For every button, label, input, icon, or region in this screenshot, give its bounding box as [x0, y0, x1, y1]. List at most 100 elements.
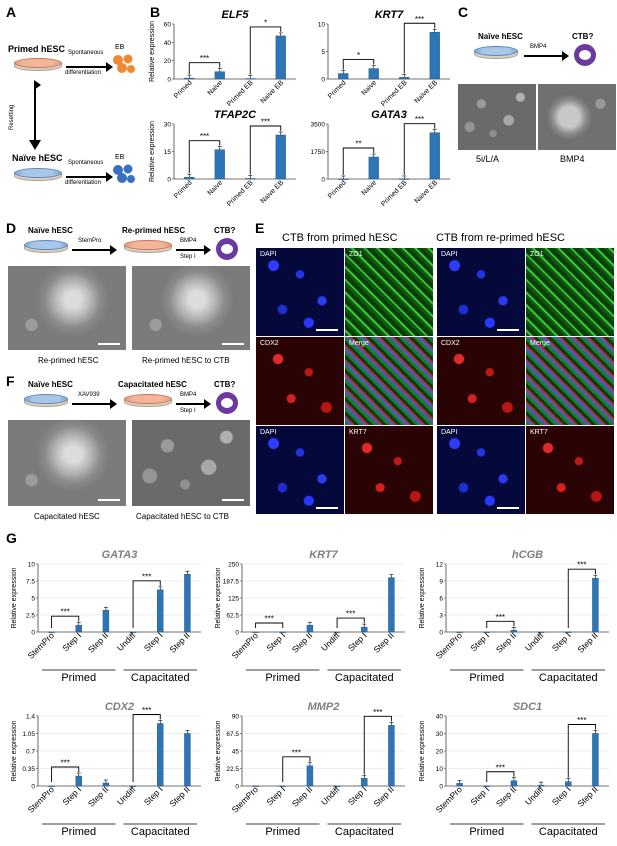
- y-tick-label: 10: [318, 22, 326, 29]
- ctb-cell-icon: [574, 44, 596, 66]
- bar: [483, 631, 490, 633]
- right-title: CTB from re-primed hESC: [436, 232, 565, 244]
- bar: [102, 610, 110, 633]
- significance-label: ***: [496, 763, 505, 772]
- y-tick-label: 0.35: [22, 766, 35, 773]
- bar: [275, 35, 286, 80]
- y-tick-label: 62.5: [226, 613, 239, 620]
- x-tick-label: Naive: [207, 79, 225, 97]
- significance-label: **: [355, 140, 361, 149]
- merge-image: Merge: [526, 337, 614, 425]
- y-axis-label: Relative expression: [215, 567, 222, 628]
- x-tick-label: Step II: [167, 784, 191, 808]
- significance-bracket: [363, 715, 392, 775]
- caption-5ila: 5i/L/A: [476, 154, 500, 164]
- y-tick-label: 2.5: [26, 613, 35, 620]
- x-tick-label: StemPro: [434, 630, 465, 661]
- bar: [399, 178, 410, 180]
- chart-b-tfap2c: TFAP2C Relative expression 0 15 30 Primed Naiv…: [149, 109, 296, 208]
- zo1-image: ZO1: [345, 248, 433, 336]
- y-tick-label: 60: [164, 22, 172, 29]
- significance-bracket: [132, 714, 161, 782]
- y-tick-label: 3: [439, 613, 443, 620]
- x-tick-label: Step I: [60, 784, 83, 807]
- chart-title: hCGB: [512, 549, 543, 561]
- significance-label: ***: [346, 610, 355, 619]
- chart-b-elf5: ELF5 Relative expression 0 20 40 60 Primed Naiv…: [149, 9, 296, 108]
- significance-label: *: [357, 51, 360, 60]
- x-tick-label: Step II: [575, 784, 599, 808]
- arrow-icon: [66, 172, 113, 182]
- bar: [129, 785, 137, 787]
- bar: [483, 785, 490, 787]
- bar: [252, 631, 259, 633]
- x-tick-label: Naive: [361, 79, 379, 97]
- y-tick-label: 20: [164, 58, 172, 65]
- x-tick-label: Step I: [142, 784, 165, 807]
- chart-title: ELF5: [222, 9, 250, 21]
- bar: [537, 631, 545, 633]
- bar: [333, 785, 341, 787]
- significance-label: ***: [496, 613, 505, 622]
- significance-label: ***: [142, 706, 151, 715]
- group-label: Primed: [265, 672, 300, 684]
- chart-title: TFAP2C: [214, 109, 257, 121]
- differentiation-label: differentiation: [65, 70, 101, 76]
- group-label: Capacitated: [335, 672, 394, 684]
- y-tick-label: 5: [321, 49, 325, 56]
- y-tick-label: 0: [235, 784, 239, 791]
- chart-title: MMP2: [308, 701, 340, 713]
- y-tick-label: 22.5: [226, 766, 239, 773]
- y-tick-label: 5: [31, 596, 35, 603]
- significance-bracket: [336, 617, 365, 628]
- bar: [429, 132, 440, 180]
- group-label: Primed: [61, 826, 96, 838]
- x-tick-label: Primed: [173, 179, 194, 200]
- significance-bracket: [486, 620, 515, 628]
- bar: [429, 32, 440, 80]
- x-tick-label: Step I: [468, 784, 491, 807]
- bar: [129, 631, 137, 633]
- group-label: Primed: [61, 672, 96, 684]
- micrograph-reprimed-ctb: [132, 266, 250, 350]
- y-tick-label: 0: [167, 177, 171, 184]
- panel-label-a: A: [6, 4, 17, 20]
- bar: [306, 765, 314, 787]
- y-tick-label: 40: [436, 714, 444, 721]
- bar: [245, 78, 256, 80]
- x-tick-label: Undiff: [115, 784, 138, 807]
- panel-label-e: E: [255, 220, 265, 236]
- x-tick-label: Naive EB: [260, 179, 286, 205]
- x-tick-label: Primed: [327, 79, 348, 100]
- bar: [306, 624, 314, 633]
- spontaneous-label: Spontaneous: [68, 50, 104, 56]
- y-axis-label: Relative expression: [215, 720, 222, 781]
- x-tick-label: Undiff: [523, 630, 546, 653]
- significance-label: ***: [415, 15, 424, 24]
- significance-bracket: [342, 59, 375, 70]
- significance-bracket: [132, 580, 161, 628]
- group-label: Primed: [469, 826, 504, 838]
- micrograph-5ila: [458, 84, 536, 150]
- x-tick-label: Step II: [86, 630, 110, 654]
- spontaneous-label: Spontaneous: [68, 160, 104, 166]
- panel-label-f: F: [6, 373, 15, 389]
- caption-capacitated-ctb: Capacitated hESC to CTB: [136, 512, 229, 521]
- chart-g-mmp2: MMP2 Relative expression 0 22.5 45 67.5 90 Stem…: [215, 701, 405, 838]
- x-tick-label: Naive: [361, 179, 379, 197]
- bar: [388, 725, 395, 787]
- x-tick-label: Step II: [575, 630, 599, 654]
- dapi-image: DAPI: [256, 248, 344, 336]
- bar: [338, 73, 349, 80]
- bar: [279, 631, 286, 633]
- x-tick-label: Step I: [60, 630, 83, 653]
- xav939-label: XAV939: [78, 392, 100, 398]
- y-tick-label: 67.5: [226, 731, 239, 738]
- micrograph-capacitated-ctb: [132, 420, 250, 506]
- arrow-icon: [176, 245, 211, 255]
- bar: [75, 775, 82, 787]
- bar: [245, 178, 256, 180]
- x-tick-label: StemPro: [26, 784, 57, 815]
- merge-image: Merge: [345, 337, 433, 425]
